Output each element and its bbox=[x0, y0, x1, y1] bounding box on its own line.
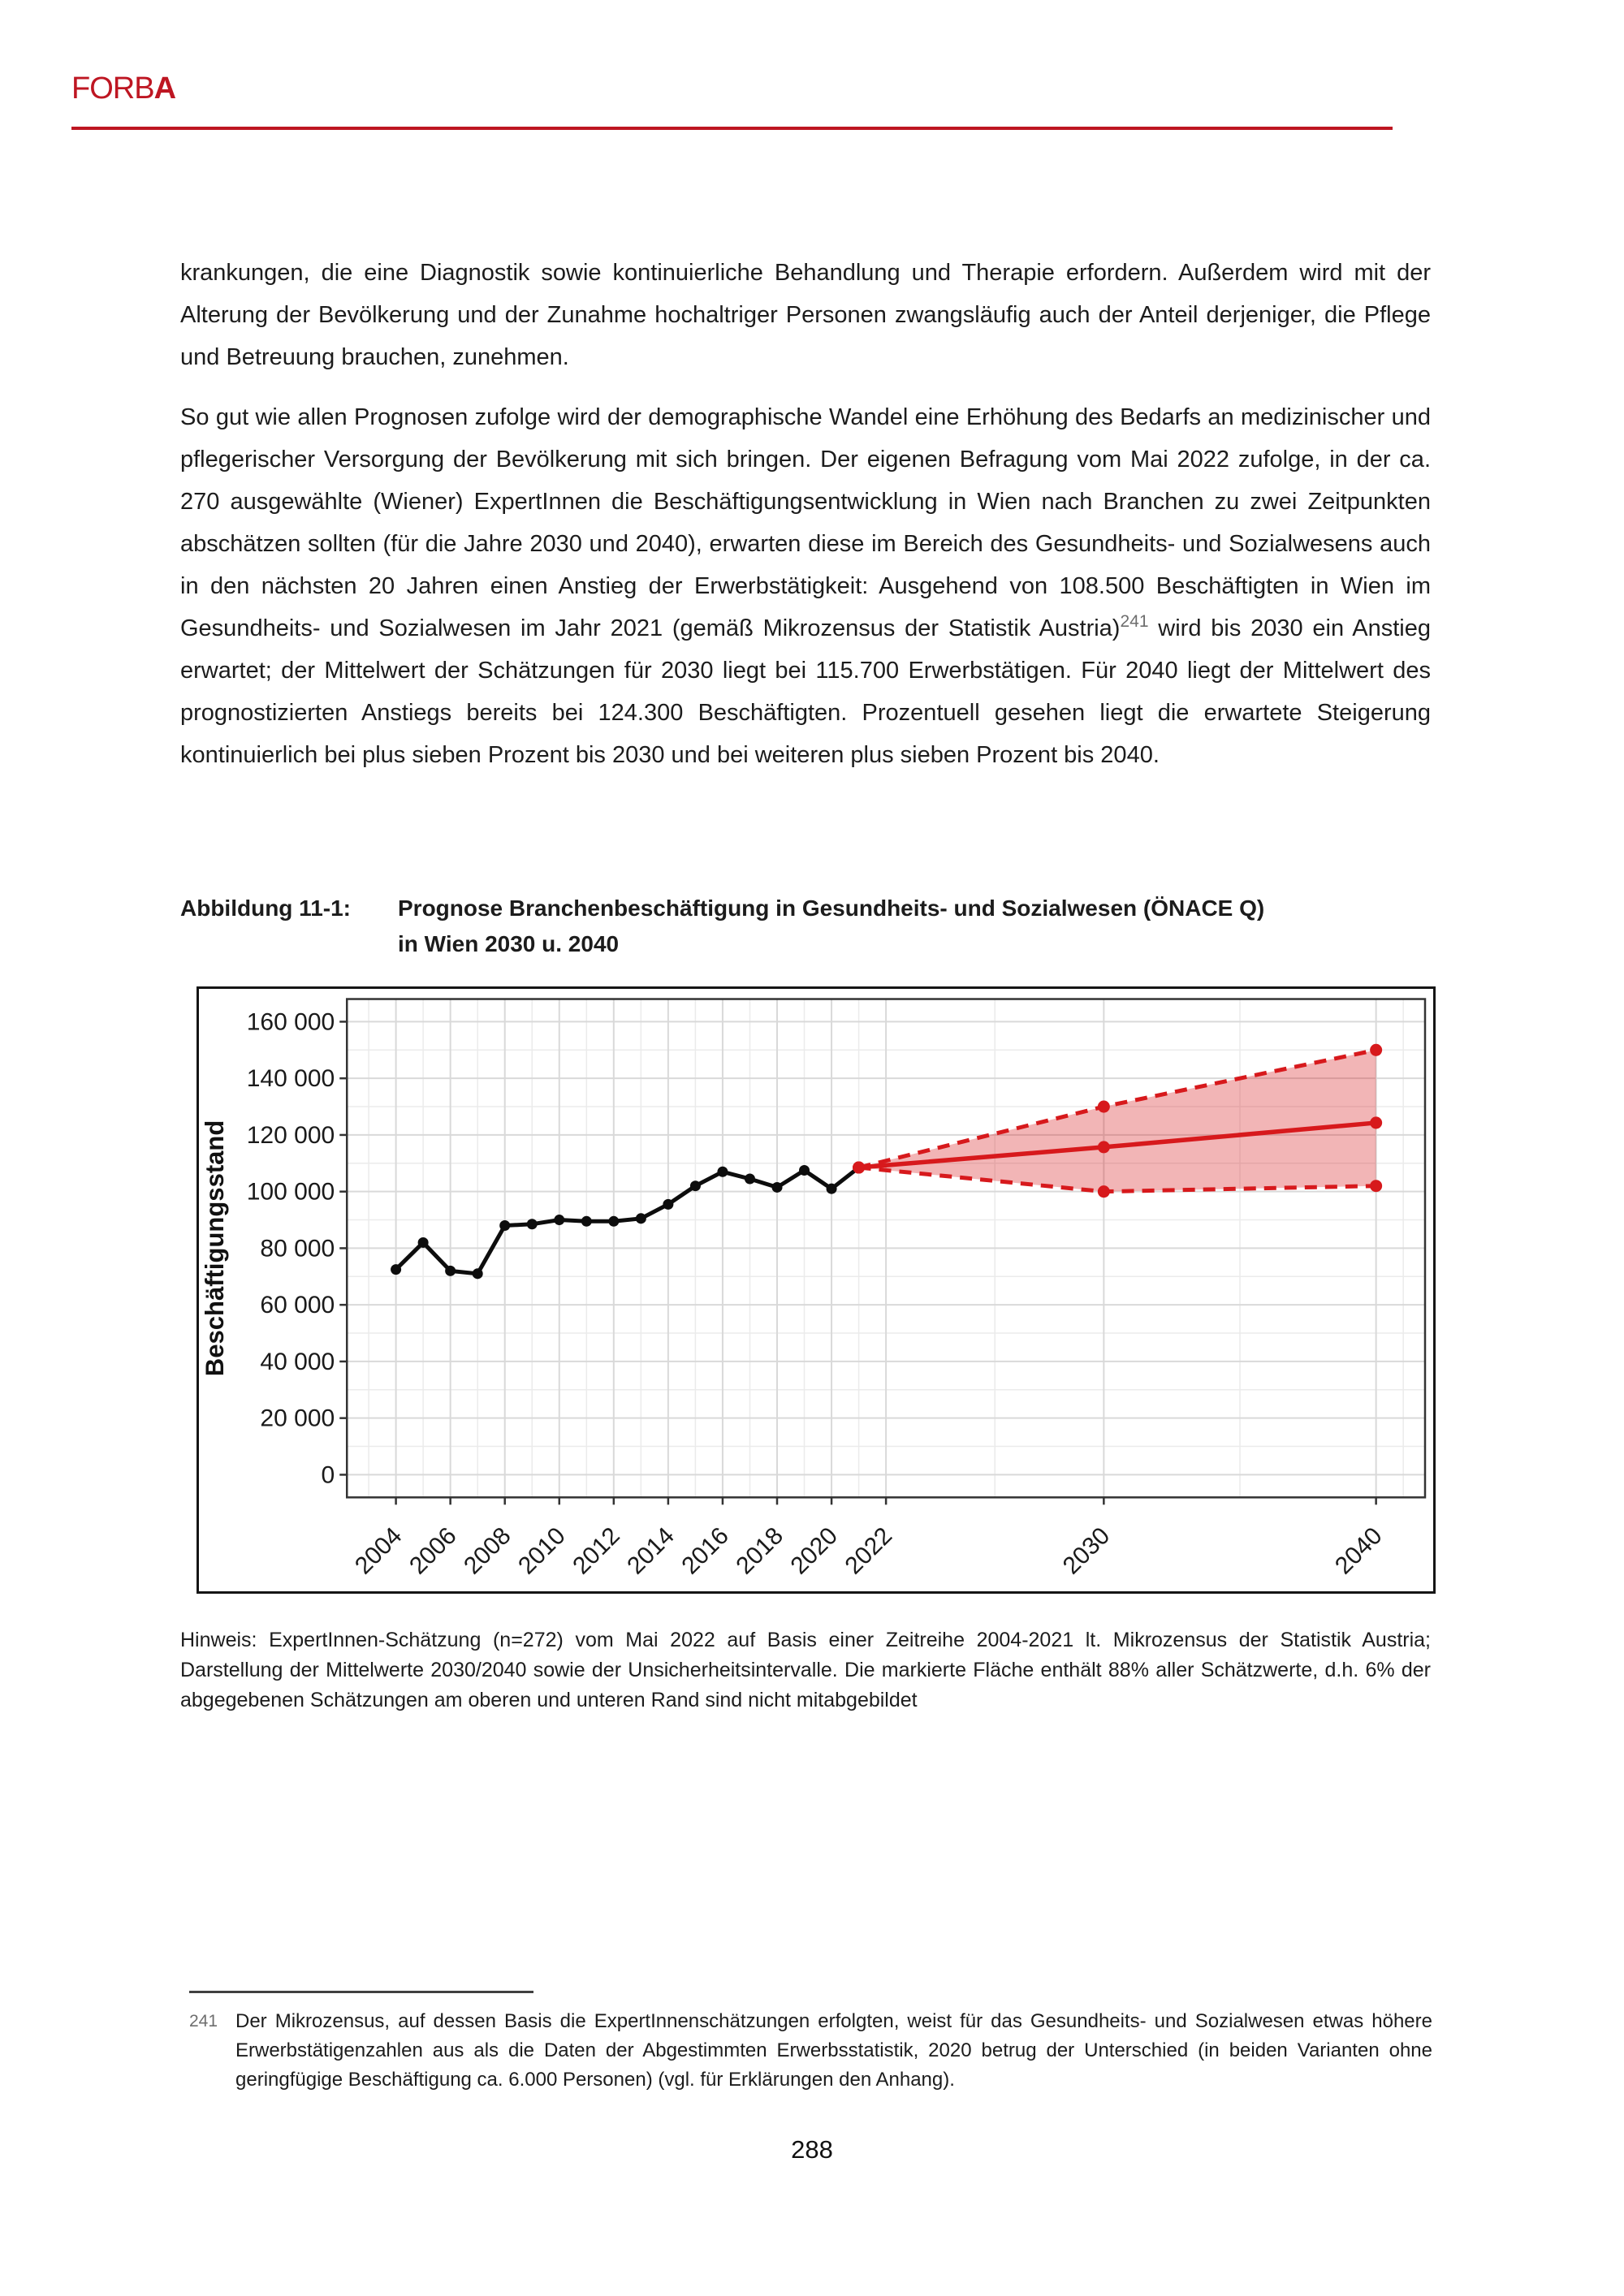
x-axis-labels: 2004200620082010201220142016201820202022… bbox=[350, 1522, 1388, 1580]
figure-box: 0 20 000 40 000 60 000 80 000 100 000 120 000 1… bbox=[197, 986, 1436, 1594]
paragraph-2-text-continued: wird bis 2030 ein Anstieg erwartet; der … bbox=[180, 615, 1431, 768]
x-tick-label: 2014 bbox=[622, 1522, 680, 1580]
data-point bbox=[554, 1215, 565, 1226]
y-tick-label: 40 000 bbox=[260, 1349, 335, 1375]
x-tick-label: 2030 bbox=[1058, 1522, 1116, 1580]
x-tick-label: 2012 bbox=[568, 1522, 625, 1580]
x-tick-label: 2004 bbox=[350, 1522, 408, 1580]
x-tick-label: 2020 bbox=[785, 1522, 843, 1580]
data-point bbox=[1097, 1185, 1110, 1198]
x-tick-label: 2008 bbox=[459, 1522, 516, 1580]
forba-logo: FORBA bbox=[71, 71, 176, 106]
x-tick-label: 2006 bbox=[404, 1522, 462, 1580]
figure-caption: Abbildung 11-1: Prognose Branchenbeschäf… bbox=[180, 891, 1431, 962]
footnote-separator bbox=[189, 1991, 533, 1993]
data-point bbox=[608, 1215, 620, 1227]
paragraph-1: krankungen, die eine Diagnostik sowie ko… bbox=[180, 260, 1431, 370]
x-tick-label: 2010 bbox=[513, 1522, 571, 1580]
data-point bbox=[1097, 1141, 1110, 1154]
x-tick-label: 2016 bbox=[676, 1522, 734, 1580]
uncertainty-band bbox=[858, 1050, 1376, 1192]
data-point bbox=[689, 1180, 701, 1192]
y-tick-label: 160 000 bbox=[247, 1008, 335, 1035]
figure-title-line-1: Prognose Branchenbeschäftigung in Gesund… bbox=[398, 896, 1265, 921]
y-tick-label: 140 000 bbox=[247, 1065, 335, 1092]
axis-ticks bbox=[339, 1021, 1377, 1505]
data-point bbox=[853, 1161, 866, 1174]
figure-title-line-2: in Wien 2030 u. 2040 bbox=[398, 931, 620, 956]
footnote-number: 241 bbox=[189, 2012, 218, 2031]
x-tick-label: 2018 bbox=[731, 1522, 788, 1580]
page-number: 288 bbox=[791, 2135, 833, 2164]
data-point bbox=[744, 1173, 755, 1185]
data-point bbox=[499, 1220, 511, 1232]
figure-caption-title: Prognose Branchenbeschäftigung in Gesund… bbox=[398, 891, 1264, 962]
footnote-ref-241: 241 bbox=[1120, 612, 1149, 631]
data-point bbox=[1370, 1116, 1383, 1129]
footnote-text: Der Mikrozensus, auf dessen Basis die Ex… bbox=[235, 2010, 1432, 2091]
data-point bbox=[391, 1264, 402, 1275]
x-tick-label: 2022 bbox=[840, 1522, 898, 1580]
employment-forecast-chart: 0 20 000 40 000 60 000 80 000 100 000 120 000 1… bbox=[201, 998, 1427, 1580]
y-axis-labels: 0 20 000 40 000 60 000 80 000 100 000 120 000 1… bbox=[247, 1008, 335, 1488]
header-rule bbox=[71, 127, 1393, 130]
y-tick-label: 80 000 bbox=[260, 1235, 335, 1262]
y-tick-label: 20 000 bbox=[260, 1405, 335, 1432]
data-point bbox=[826, 1183, 837, 1194]
forecast-mean-series bbox=[853, 1116, 1383, 1174]
data-point bbox=[1370, 1043, 1383, 1056]
data-point bbox=[445, 1265, 456, 1276]
y-axis-title: Beschäftigungsstand bbox=[201, 1120, 229, 1377]
body-text: krankungen, die eine Diagnostik sowie ko… bbox=[180, 252, 1431, 794]
data-point bbox=[581, 1215, 592, 1227]
data-point bbox=[1097, 1100, 1110, 1113]
data-point bbox=[1370, 1180, 1383, 1193]
data-point bbox=[771, 1181, 783, 1193]
paragraph-2-text: So gut wie allen Prognosen zufolge wird … bbox=[180, 404, 1431, 641]
forba-logo-bold: A bbox=[153, 71, 176, 106]
data-point bbox=[663, 1198, 674, 1210]
footnote: 241 Der Mikrozensus, auf dessen Basis di… bbox=[189, 2007, 1432, 2095]
data-point bbox=[717, 1166, 728, 1177]
y-tick-label: 100 000 bbox=[247, 1179, 335, 1206]
history-series bbox=[391, 1162, 865, 1280]
data-point bbox=[799, 1165, 810, 1176]
y-tick-label: 0 bbox=[322, 1461, 335, 1488]
x-tick-label: 2040 bbox=[1330, 1522, 1388, 1580]
figure-note: Hinweis: ExpertInnen-Schätzung (n=272) v… bbox=[180, 1629, 1431, 1711]
figure-caption-label: Abbildung 11-1: bbox=[180, 896, 351, 921]
data-point bbox=[526, 1219, 538, 1230]
data-point bbox=[472, 1268, 483, 1280]
paragraph-2: So gut wie allen Prognosen zufolge wird … bbox=[180, 396, 1431, 776]
y-tick-label: 120 000 bbox=[247, 1122, 335, 1149]
data-point bbox=[635, 1213, 646, 1224]
forba-logo-regular: FORB bbox=[71, 71, 155, 106]
data-point bbox=[417, 1236, 429, 1248]
y-tick-label: 60 000 bbox=[260, 1292, 335, 1318]
